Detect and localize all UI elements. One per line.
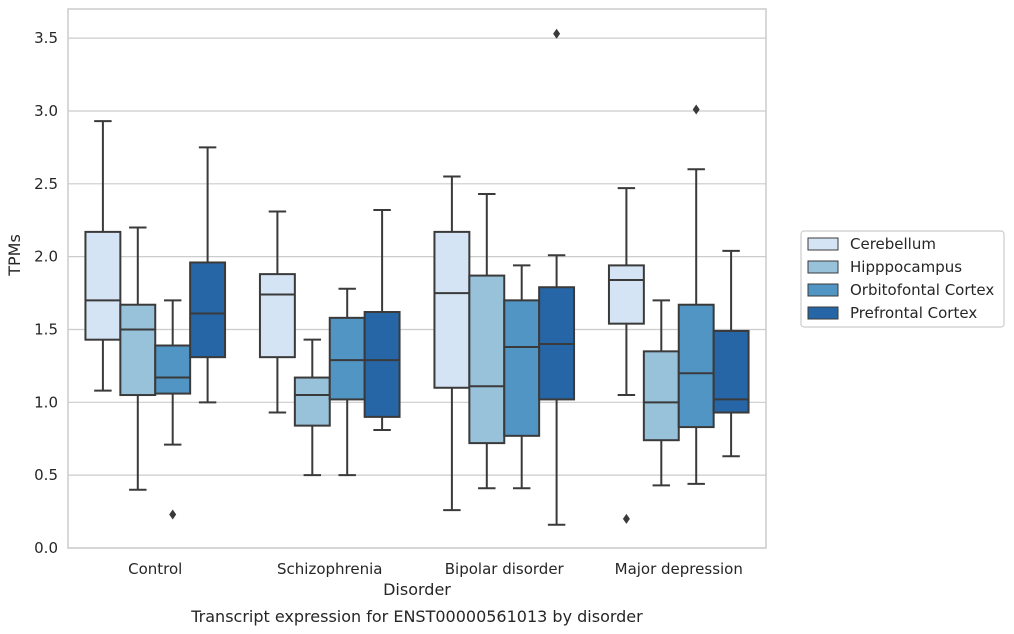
x-tick-label: Schizophrenia xyxy=(277,560,382,578)
box-cerebellum xyxy=(433,175,471,512)
outlier-point xyxy=(692,104,700,115)
box-orbitofontal-cortex xyxy=(677,104,715,485)
box-body xyxy=(642,350,680,442)
box-orbitofontal-cortex xyxy=(154,299,192,520)
legend-frame xyxy=(800,230,1005,328)
chart-caption: Transcript expression for ENST0000056101… xyxy=(190,607,643,626)
y-tick-label: 0.5 xyxy=(34,466,58,484)
legend-entry: Orbitofontal Cortex xyxy=(850,281,994,299)
box-cerebellum xyxy=(84,120,122,392)
box-body xyxy=(119,303,157,397)
box-body xyxy=(84,230,122,341)
boxplots xyxy=(84,28,750,526)
legend-entry: Cerebellum xyxy=(850,235,936,253)
box-orbitofontal-cortex xyxy=(503,264,541,490)
y-tick-label: 0.0 xyxy=(34,539,58,557)
plot-frame xyxy=(67,8,767,549)
box-body xyxy=(433,230,471,389)
outlier-point xyxy=(553,28,561,39)
y-ticks: 0.0 0.5 1.0 1.5 2.0 2.5 3.0 3.5 xyxy=(34,29,58,557)
box-body xyxy=(154,344,192,395)
box-body xyxy=(363,311,401,418)
x-tick-label: Major depression xyxy=(615,560,743,578)
box-hipppocampus xyxy=(642,299,680,487)
y-tick-label: 2.0 xyxy=(34,248,58,266)
legend-swatch xyxy=(807,283,839,297)
legend-swatch xyxy=(807,237,839,251)
box-body xyxy=(607,264,645,325)
outlier-point xyxy=(622,513,630,524)
box-cerebellum xyxy=(607,187,645,524)
box-body xyxy=(258,273,296,359)
x-ticks: Control Schizophrenia Bipolar disorder Majo… xyxy=(128,560,743,578)
x-axis-label: Disorder xyxy=(383,580,451,599)
legend-entry: Hipppocampus xyxy=(850,258,962,276)
box-hipppocampus xyxy=(119,226,157,491)
box-prefrontal-cortex xyxy=(712,249,750,458)
box-orbitofontal-cortex xyxy=(328,287,366,477)
legend-swatch xyxy=(807,306,839,320)
grid-lines xyxy=(68,37,766,549)
outlier-point xyxy=(169,509,177,520)
y-tick-label: 2.5 xyxy=(34,175,58,193)
y-axis-label: TPMs xyxy=(5,234,24,277)
legend-entry: Prefrontal Cortex xyxy=(850,304,977,322)
box-body xyxy=(189,261,227,359)
y-tick-label: 3.0 xyxy=(34,102,58,120)
box-body xyxy=(677,303,715,429)
box-hipppocampus xyxy=(293,338,331,477)
box-cerebellum xyxy=(258,210,296,414)
legend-swatch xyxy=(807,260,839,274)
box-hipppocampus xyxy=(468,193,506,490)
box-body xyxy=(293,376,331,427)
box-prefrontal-cortex xyxy=(363,209,401,432)
y-tick-label: 1.0 xyxy=(34,393,58,411)
box-body xyxy=(468,274,506,445)
x-tick-label: Control xyxy=(128,560,182,578)
x-tick-label: Bipolar disorder xyxy=(445,560,565,578)
box-body xyxy=(328,316,366,401)
y-tick-label: 1.5 xyxy=(34,320,58,338)
legend: Cerebellum Hipppocampus Orbitofontal Corte… xyxy=(800,230,1005,328)
box-body xyxy=(503,299,541,437)
box-prefrontal-cortex xyxy=(189,146,227,404)
y-tick-label: 3.5 xyxy=(34,29,58,47)
box-prefrontal-cortex xyxy=(538,28,576,526)
